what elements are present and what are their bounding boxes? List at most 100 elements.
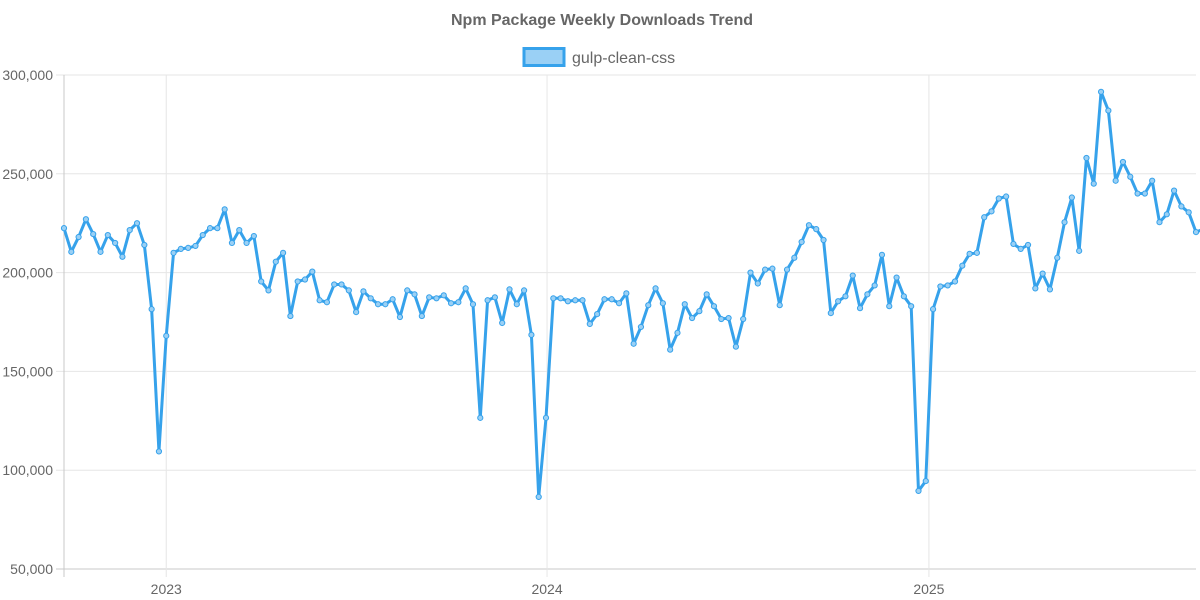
data-point[interactable]	[396, 313, 404, 321]
data-point[interactable]	[243, 239, 250, 247]
data-point[interactable]	[104, 231, 111, 239]
data-point[interactable]	[951, 278, 959, 285]
data-point[interactable]	[929, 306, 937, 313]
data-point[interactable]	[754, 280, 761, 287]
data-point[interactable]	[1032, 285, 1039, 292]
data-point[interactable]	[90, 230, 97, 238]
data-point[interactable]	[119, 253, 126, 260]
data-point[interactable]	[886, 303, 893, 310]
data-point[interactable]	[849, 272, 856, 279]
data-point[interactable]	[535, 493, 542, 500]
data-point[interactable]	[1163, 211, 1170, 218]
data-point[interactable]	[214, 225, 221, 232]
data-point[interactable]	[747, 269, 754, 276]
data-point[interactable]	[900, 293, 907, 300]
data-point[interactable]	[258, 278, 265, 285]
data-point[interactable]	[491, 294, 498, 301]
data-point[interactable]	[411, 291, 418, 298]
data-point[interactable]	[842, 293, 849, 300]
data-point[interactable]	[455, 299, 462, 306]
data-point[interactable]	[579, 297, 586, 304]
data-point[interactable]	[426, 294, 433, 301]
data-point[interactable]	[155, 448, 163, 455]
data-point[interactable]	[418, 312, 425, 320]
data-point[interactable]	[199, 231, 206, 239]
data-point[interactable]	[623, 290, 630, 297]
data-point[interactable]	[287, 312, 294, 320]
data-point[interactable]	[1090, 180, 1097, 187]
data-point[interactable]	[280, 249, 287, 256]
data-point[interactable]	[637, 323, 645, 331]
data-point[interactable]	[1003, 193, 1010, 200]
data-point[interactable]	[740, 315, 747, 323]
data-point[interactable]	[389, 296, 396, 303]
data-point[interactable]	[68, 248, 75, 255]
data-point[interactable]	[272, 258, 279, 265]
data-point[interactable]	[1112, 177, 1119, 184]
data-point[interactable]	[112, 239, 119, 247]
data-point[interactable]	[148, 306, 155, 313]
data-point[interactable]	[1068, 194, 1075, 201]
data-point[interactable]	[1010, 240, 1017, 248]
data-point[interactable]	[228, 239, 236, 247]
data-point[interactable]	[572, 297, 579, 304]
data-point[interactable]	[557, 295, 564, 302]
data-point[interactable]	[484, 297, 491, 304]
data-point[interactable]	[667, 346, 674, 353]
data-point[interactable]	[499, 319, 506, 327]
data-point[interactable]	[791, 254, 798, 261]
data-point[interactable]	[163, 332, 170, 339]
data-point[interactable]	[944, 282, 951, 289]
data-point[interactable]	[732, 343, 740, 350]
data-point[interactable]	[462, 285, 469, 292]
data-point[interactable]	[82, 216, 90, 223]
data-point[interactable]	[988, 208, 995, 215]
data-point[interactable]	[141, 241, 148, 249]
data-point[interactable]	[506, 286, 513, 293]
data-point[interactable]	[1054, 254, 1061, 261]
data-point[interactable]	[469, 301, 477, 308]
data-point[interactable]	[206, 225, 214, 232]
legend[interactable]: gulp-clean-css	[522, 47, 675, 68]
data-point[interactable]	[798, 238, 805, 246]
data-point[interactable]	[1061, 219, 1068, 226]
data-point[interactable]	[981, 214, 988, 221]
data-point[interactable]	[133, 220, 141, 227]
data-point[interactable]	[75, 233, 82, 241]
data-point[interactable]	[323, 299, 331, 306]
data-point[interactable]	[1178, 203, 1185, 210]
data-point[interactable]	[338, 281, 345, 288]
data-point[interactable]	[1134, 190, 1141, 197]
data-point[interactable]	[1105, 107, 1112, 114]
data-point[interactable]	[236, 227, 243, 234]
data-point[interactable]	[710, 303, 718, 310]
data-point[interactable]	[477, 414, 484, 421]
data-point[interactable]	[345, 287, 352, 294]
data-point[interactable]	[447, 300, 455, 307]
data-point[interactable]	[374, 301, 382, 308]
data-point[interactable]	[97, 248, 104, 255]
data-point[interactable]	[1141, 190, 1148, 197]
data-point[interactable]	[1083, 154, 1090, 162]
data-point[interactable]	[126, 227, 133, 234]
data-point[interactable]	[630, 340, 637, 347]
data-point[interactable]	[353, 309, 360, 316]
data-point[interactable]	[776, 302, 783, 309]
data-point[interactable]	[177, 245, 184, 252]
data-point[interactable]	[192, 242, 199, 250]
legend-label[interactable]: gulp-clean-css	[572, 50, 675, 67]
data-point[interactable]	[762, 266, 769, 273]
data-point[interactable]	[1185, 209, 1192, 216]
data-point[interactable]	[301, 276, 309, 283]
data-point[interactable]	[805, 222, 813, 229]
data-point[interactable]	[937, 283, 944, 290]
data-point[interactable]	[594, 311, 601, 318]
data-point[interactable]	[645, 302, 652, 309]
data-point[interactable]	[615, 300, 623, 307]
data-point[interactable]	[367, 295, 374, 302]
data-point[interactable]	[769, 265, 776, 272]
data-point[interactable]	[973, 249, 981, 256]
data-point[interactable]	[725, 314, 732, 322]
data-point[interactable]	[652, 285, 659, 292]
data-point[interactable]	[433, 295, 440, 302]
